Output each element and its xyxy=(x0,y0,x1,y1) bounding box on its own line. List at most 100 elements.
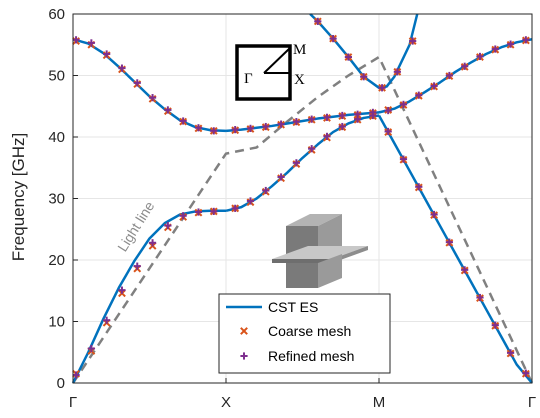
refined-mesh-marker xyxy=(430,210,438,219)
refined-mesh-marker xyxy=(461,62,469,70)
refined-mesh-marker xyxy=(384,106,392,115)
refined-mesh-marker xyxy=(393,68,401,76)
y-tick-label: 10 xyxy=(48,314,65,331)
legend-coarse-marker-stroke xyxy=(240,327,248,335)
refined-mesh-marker xyxy=(148,239,157,247)
inset-gamma-label: Γ xyxy=(244,71,253,87)
refined-mesh-marker xyxy=(399,100,408,109)
refined-mesh-marker xyxy=(277,173,285,181)
refined-mesh-marker xyxy=(491,321,499,329)
refined-mesh-marker xyxy=(72,36,80,44)
refined-mesh-marker xyxy=(194,124,203,132)
x-tick-label: M xyxy=(373,394,386,411)
refined-mesh-marker xyxy=(409,37,417,45)
plate-front xyxy=(272,259,332,263)
refined-mesh-marker xyxy=(118,64,126,72)
refined-mesh-marker xyxy=(210,207,218,216)
refined-mesh-marker xyxy=(506,349,515,357)
refined-mesh-marker xyxy=(262,122,270,131)
y-tick-label: 0 xyxy=(57,375,65,392)
refined-mesh-marker xyxy=(384,127,392,136)
upper-block-side xyxy=(318,214,342,256)
legend-cst-label: CST ES xyxy=(268,299,318,315)
refined-mesh-marker xyxy=(506,40,515,48)
inset-x-label: X xyxy=(294,72,305,88)
legend-coarse-swatch xyxy=(240,327,248,335)
refined-mesh-marker xyxy=(522,36,530,44)
refined-mesh-marker xyxy=(430,82,438,90)
x-tick-label: Γ xyxy=(528,394,536,411)
refined-mesh-marker xyxy=(194,208,203,216)
refined-mesh-marker xyxy=(445,238,453,246)
refined-mesh-marker xyxy=(353,110,362,118)
y-axis-label: Frequency [GHz] xyxy=(9,133,28,262)
refined-mesh-marker xyxy=(308,115,316,123)
y-tick-label: 50 xyxy=(48,68,65,85)
lower-block-side xyxy=(318,254,342,288)
refined-mesh-marker xyxy=(323,132,331,140)
refined-mesh-marker xyxy=(179,212,187,220)
refined-mesh-marker xyxy=(308,145,316,153)
light-line xyxy=(71,55,534,384)
legend-coarse-marker xyxy=(240,327,248,335)
refined-mesh-marker xyxy=(476,293,484,302)
refined-mesh-marker xyxy=(87,344,95,353)
inset-gamma-m-line xyxy=(263,47,291,74)
refined-mesh-marker xyxy=(246,124,255,132)
legend-coarse-label: Coarse mesh xyxy=(268,323,351,339)
legend-refined-marker xyxy=(240,352,248,360)
refined-mesh-marker xyxy=(314,17,322,25)
refined-mesh-marker xyxy=(262,186,270,195)
refined-mesh-marker xyxy=(338,122,346,131)
refined-mesh-marker xyxy=(329,35,337,43)
refined-mesh-marker xyxy=(415,91,423,99)
refined-mesh-marker xyxy=(246,197,255,205)
brillouin-zone-inset: Γ X M xyxy=(235,42,306,101)
x-tick-label: Γ xyxy=(69,394,77,411)
refined-mesh-marker xyxy=(179,117,187,125)
cst-band-line xyxy=(309,13,419,90)
legend: CST ES Coarse mesh Refined mesh xyxy=(218,293,391,374)
refined-mesh-marker xyxy=(476,52,484,61)
refined-mesh-marker xyxy=(338,111,346,120)
upper-block-top xyxy=(286,214,342,226)
refined-mesh-marker xyxy=(164,221,172,230)
refined-mesh-marker xyxy=(522,369,530,377)
y-tick-label: 20 xyxy=(48,252,65,269)
refined-mesh-marker xyxy=(415,183,423,191)
refined-mesh-marker xyxy=(344,53,352,61)
refined-mesh-marker xyxy=(103,316,111,324)
refined-mesh-marker xyxy=(103,50,111,58)
refined-mesh-marker xyxy=(164,106,172,114)
legend-refined-swatch xyxy=(240,352,248,360)
refined-mesh-marker xyxy=(231,126,239,134)
refined-mesh-marker xyxy=(378,84,386,92)
refined-mesh-marker xyxy=(360,73,368,81)
refined-mesh-marker xyxy=(231,204,239,212)
refined-mesh-marker xyxy=(210,127,218,135)
y-tick-label: 60 xyxy=(48,6,65,23)
refined-mesh-marker xyxy=(72,371,80,379)
refined-mesh-marker xyxy=(118,286,126,294)
unit-cell-illustration xyxy=(272,214,368,288)
refined-mesh-marker xyxy=(369,108,377,116)
lower-block-front xyxy=(286,263,318,288)
x-tick-label: X xyxy=(221,394,231,411)
legend-refined-label: Refined mesh xyxy=(268,348,354,364)
refined-mesh-marker xyxy=(323,113,331,121)
refined-mesh-marker xyxy=(87,39,95,47)
refined-mesh-marker xyxy=(399,155,408,163)
inset-m-label: M xyxy=(293,42,306,58)
refined-mesh-marker xyxy=(133,262,141,270)
refined-mesh-marker xyxy=(491,45,499,53)
plate-top xyxy=(272,246,368,259)
light-line-group xyxy=(71,55,534,384)
y-tick-label: 30 xyxy=(48,191,65,208)
y-axis-ticks: 0 10 20 30 40 50 60 xyxy=(48,6,78,392)
refined-mesh-marker xyxy=(277,120,285,128)
refined-mesh-marker xyxy=(133,79,141,87)
y-tick-label: 40 xyxy=(48,129,65,146)
refined-mesh-marker xyxy=(461,266,469,274)
